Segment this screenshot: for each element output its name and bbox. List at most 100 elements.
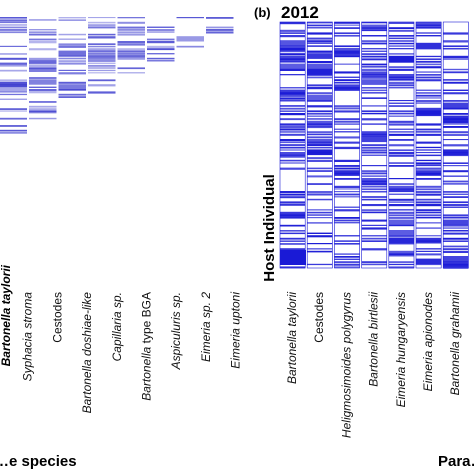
heatmap-presence-bar [361, 172, 387, 175]
heatmap-presence-bar [280, 63, 306, 70]
heatmap-presence-bar [443, 68, 469, 71]
heatmap-presence-bar [388, 29, 414, 32]
heatmap-presence-bar [361, 146, 387, 149]
heatmap-presence-bar [280, 201, 306, 204]
heatmap-presence-bar [307, 235, 333, 238]
heatmap-presence-bar [29, 89, 57, 92]
heatmap-presence-bar [416, 128, 442, 131]
heatmap-presence-bar [334, 136, 360, 139]
heatmap-presence-bar [443, 102, 469, 109]
heatmap-presence-bar [334, 131, 360, 133]
heatmap-presence-bar [416, 55, 442, 58]
heatmap-presence-bar [388, 128, 414, 130]
heatmap-presence-bar [443, 193, 469, 195]
heatmap-presence-bar [307, 74, 333, 76]
heatmap-presence-bar [388, 235, 414, 238]
heatmap-presence-bar [307, 146, 333, 149]
heatmap-presence-bar [416, 211, 442, 214]
heatmap-presence-bar [443, 118, 469, 121]
heatmap-presence-bar [334, 81, 360, 84]
heatmap-presence-bar [0, 62, 27, 65]
heatmap-presence-bar [388, 230, 414, 236]
heatmap-presence-bar [0, 45, 27, 47]
heatmap-presence-bar [416, 188, 442, 191]
heatmap-presence-bar [280, 193, 306, 196]
heatmap-presence-bar [307, 133, 333, 136]
heatmap-presence-bar [0, 53, 27, 55]
heatmap-presence-bar [416, 154, 442, 157]
heatmap-presence-bar [88, 24, 116, 27]
heatmap-presence-bar [334, 217, 360, 219]
heatmap-presence-bar [443, 165, 469, 167]
heatmap-presence-bar [58, 43, 86, 46]
heatmap-presence-bar [307, 105, 333, 108]
heatmap-presence-bar [388, 219, 414, 226]
heatmap-presence-bar [117, 43, 145, 46]
heatmap-presence-bar [416, 214, 442, 217]
heatmap-presence-bar [388, 68, 414, 71]
heatmap-presence-bar [361, 68, 387, 71]
heatmap-presence-bar [0, 117, 27, 120]
heatmap-presence-bar [280, 266, 306, 269]
heatmap-presence-bar [88, 67, 116, 69]
heatmap-presence-bar [361, 196, 387, 198]
heatmap-presence-bar [334, 55, 360, 58]
heatmap-presence-bar [334, 35, 360, 37]
heatmap-presence-bar [29, 77, 57, 80]
heatmap-presence-bar [0, 57, 27, 60]
heatmap-presence-bar [307, 53, 333, 59]
heatmap-presence-bar [29, 105, 57, 108]
heatmap-presence-bar [280, 126, 306, 129]
heatmap-presence-bar [334, 32, 360, 35]
heatmap-presence-bar [334, 146, 360, 150]
heatmap-presence-bar [29, 31, 57, 34]
heatmap-presence-bar [58, 72, 86, 75]
heatmap-presence-bar [388, 217, 414, 219]
heatmap-presence-bar [88, 36, 116, 39]
heatmap-presence-bar [334, 141, 360, 144]
heatmap-presence-bar [280, 154, 306, 156]
heatmap-presence-bar [443, 170, 469, 173]
heatmap-presence-bar [416, 222, 442, 224]
heatmap-presence-bar [388, 139, 414, 141]
heatmap-presence-bar [58, 62, 86, 65]
heatmap-presence-bar [361, 40, 387, 43]
heatmap-presence-bar [117, 55, 145, 57]
heatmap-presence-bar [280, 118, 306, 121]
heatmap-presence-bar [388, 149, 414, 152]
category-tick-label: Cestodes [50, 292, 64, 343]
category-tick-label: Bartonella birtlesii [367, 292, 381, 387]
heatmap-presence-bar [361, 191, 387, 193]
heatmap-presence-bar [88, 53, 116, 59]
heatmap-presence-bar [176, 36, 204, 42]
heatmap-presence-bar [388, 165, 414, 167]
heatmap-presence-bar [147, 41, 175, 44]
heatmap-presence-bar [147, 31, 175, 33]
heatmap-presence-bar [388, 266, 414, 269]
heatmap-presence-bar [334, 209, 360, 212]
heatmap-presence-bar [443, 81, 469, 84]
heatmap-presence-bar [29, 65, 57, 68]
heatmap-presence-bar [388, 144, 414, 147]
heatmap-presence-bar [416, 79, 442, 82]
heatmap-presence-bar [176, 17, 204, 19]
heatmap-presence-bar [307, 211, 333, 214]
heatmap-presence-bar [334, 107, 360, 110]
heatmap-presence-bar [361, 76, 387, 79]
heatmap-presence-bar [416, 204, 442, 207]
category-tick-label: Bartonella grahamii [448, 292, 462, 396]
heatmap-presence-bar [280, 48, 306, 51]
heatmap-presence-bar [388, 81, 414, 85]
heatmap-presence-bar [88, 79, 116, 82]
heatmap-presence-bar [388, 55, 414, 62]
heatmap-presence-bar [334, 120, 360, 123]
heatmap-column-frame [388, 21, 415, 269]
heatmap-presence-bar [361, 74, 387, 76]
heatmap-presence-bar [361, 185, 387, 188]
heatmap-presence-bar [280, 50, 306, 53]
heatmap-presence-bar [334, 27, 360, 29]
heatmap-presence-bar [443, 92, 469, 95]
heatmap-presence-bar [280, 105, 306, 107]
heatmap-presence-bar [280, 53, 306, 56]
heatmap-presence-bar [280, 240, 306, 242]
